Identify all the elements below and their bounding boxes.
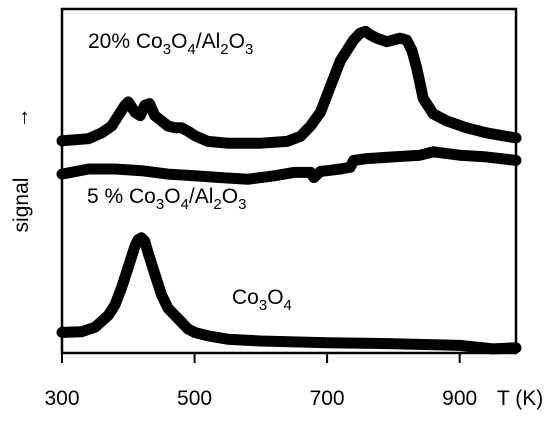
series-line-co3o4: [56, 232, 522, 355]
y-axis-arrow: →: [10, 108, 33, 129]
series-label-20pct: 20% Co3O4/Al2O3: [88, 30, 253, 58]
x-tick-label: 300: [44, 387, 79, 410]
x-axis-label: T (K): [497, 387, 543, 410]
series-line-20pct: [56, 25, 522, 149]
x-tick-label: 900: [442, 387, 477, 410]
series-label-co3o4: Co3O4: [232, 286, 292, 314]
y-axis-label-text: signal: [10, 178, 33, 233]
series-layer: [56, 25, 522, 355]
y-axis-arrow-glyph: →: [10, 108, 33, 129]
y-axis-label: signal: [10, 178, 33, 233]
plot-frame: [60, 7, 518, 355]
x-axis: 300 500 700 900: [44, 353, 477, 410]
x-tick-label: 700: [310, 387, 345, 410]
series-line-5pct: [56, 146, 522, 185]
x-tick-label: 500: [177, 387, 212, 410]
series-label-5pct: 5 % Co3O4/Al2O3: [87, 185, 246, 213]
